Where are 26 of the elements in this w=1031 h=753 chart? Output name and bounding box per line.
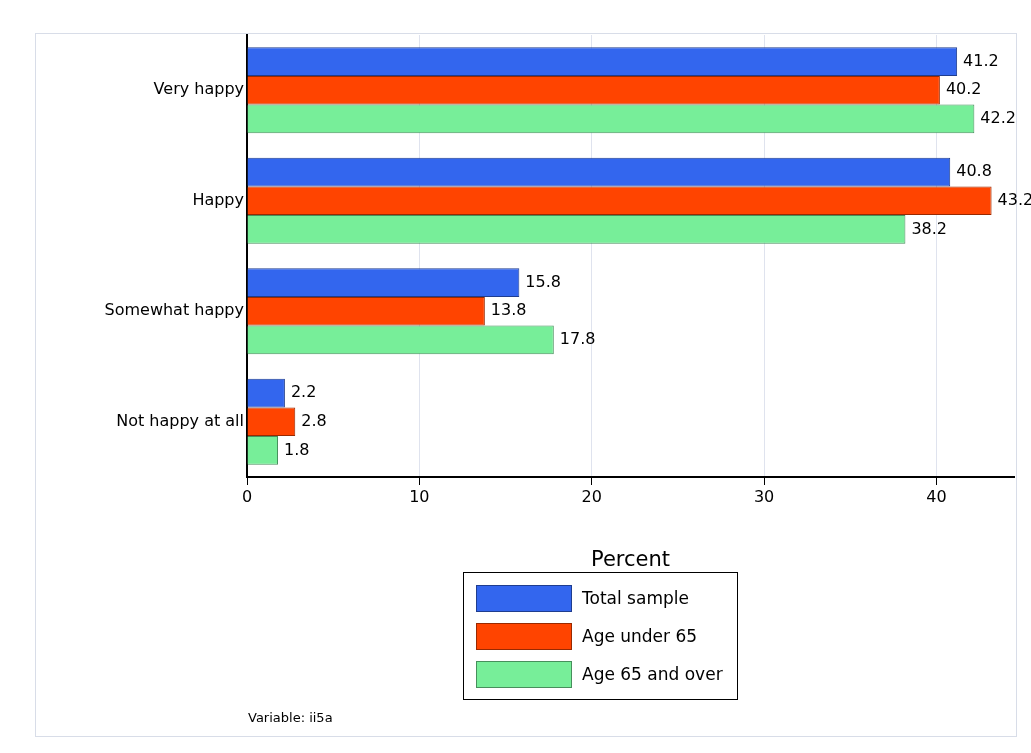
- x-axis-title: Percent: [590, 546, 671, 571]
- text: Age under 65: [582, 626, 698, 646]
- x-tick-label: 20: [581, 486, 602, 506]
- data-label: 41.2: [963, 50, 999, 70]
- data-label: 42.2: [980, 108, 1016, 128]
- data-label: 17.8: [559, 329, 596, 349]
- text: Variable: ii5a: [248, 710, 333, 725]
- y-tick-label: Not happy at all: [116, 410, 244, 430]
- x-tick-label: 30: [753, 486, 775, 506]
- data-label: 1.8: [284, 439, 310, 459]
- data-label: 43.2: [997, 189, 1031, 209]
- y-tick-label: Very happy: [153, 79, 244, 99]
- x-tick-label: 0: [241, 486, 253, 506]
- x-tick-label: 40: [926, 486, 947, 506]
- x-tick-label: 10: [409, 486, 430, 506]
- data-label: 2.2: [290, 382, 317, 402]
- data-label: 40.8: [956, 161, 992, 181]
- text: Total sample: [582, 588, 689, 608]
- data-label: 2.8: [301, 410, 327, 430]
- data-label: 13.8: [490, 300, 527, 320]
- data-label: 15.8: [525, 271, 561, 291]
- data-label: 40.2: [945, 79, 982, 99]
- text: Age 65 and over: [582, 664, 723, 684]
- data-label: 38.2: [911, 218, 948, 238]
- y-tick-label: Somewhat happy: [104, 300, 244, 320]
- y-tick-label: Happy: [192, 189, 244, 209]
